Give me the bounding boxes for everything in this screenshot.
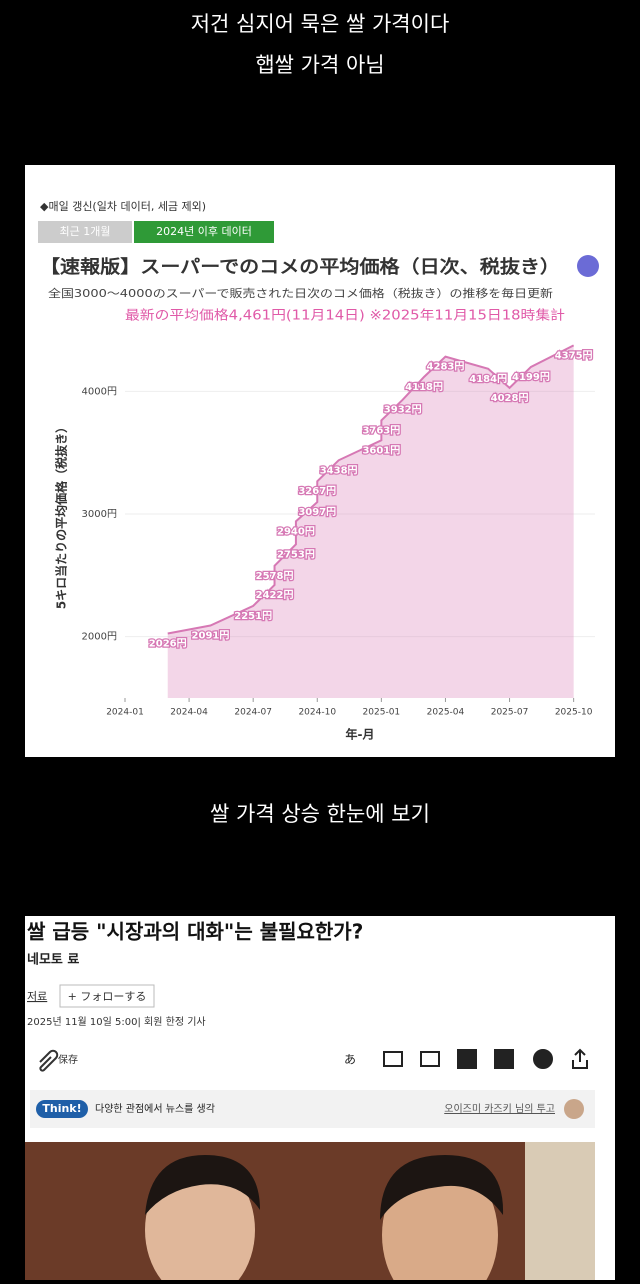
photo-wall xyxy=(525,1142,595,1280)
x-tick-label: 2024-01 xyxy=(106,708,144,718)
think-text: 다양한 관점에서 뉴스를 생각 xyxy=(95,1103,215,1115)
article-date: 2025년 11월 10일 5:00| 회원 한정 기사 xyxy=(27,1016,206,1028)
line xyxy=(167,344,575,635)
data-label: 2753円 xyxy=(277,548,315,560)
translate-icon[interactable]: あ xyxy=(344,1053,356,1067)
caption: 햅쌀 가격 아님 xyxy=(255,53,384,77)
data-label: 4375円 xyxy=(555,349,593,361)
chart-title: 【速報版】スーパーでのコメの平均価格（日次、税抜き） xyxy=(40,256,560,278)
data-label: 4199円 xyxy=(512,371,550,383)
data-label: 4184円 xyxy=(469,373,507,385)
data-label: 3932円 xyxy=(384,404,422,416)
caption: 저건 심지어 묵은 쌀 가격이다 xyxy=(191,12,450,36)
x-tick-label: 2024-10 xyxy=(298,708,336,718)
data-label: 3097円 xyxy=(298,506,336,518)
data-label: 3601円 xyxy=(362,444,400,456)
tab-label[interactable]: 2024년 이후 데이터 xyxy=(156,225,252,238)
tab[interactable] xyxy=(38,221,132,243)
chart-image xyxy=(25,165,615,757)
chart-note: ◆매일 갱신(일차 데이터, 세금 제외) xyxy=(40,199,206,213)
x-tick-label: 2025-10 xyxy=(555,708,593,718)
chart-highlight: 最新の平均価格4,461円(11月14日) ※2025年11月15日18時集計 xyxy=(125,308,565,324)
data-label: 4028円 xyxy=(491,392,529,404)
think-bar xyxy=(30,1090,595,1128)
data-label: 2026円 xyxy=(149,637,187,649)
data-label: 2578円 xyxy=(256,570,294,582)
y-tick-label: 2000円 xyxy=(82,632,117,643)
contributor-link[interactable]: 오이즈미 카즈키 님의 투고 xyxy=(444,1103,555,1115)
clip-icon[interactable] xyxy=(39,1049,59,1072)
data-label: 2422円 xyxy=(256,589,294,601)
share-icon[interactable] xyxy=(572,1048,588,1069)
x-axis-label: 年-月 xyxy=(346,727,375,742)
x-tick-label: 2024-07 xyxy=(234,708,272,718)
data-label: 4118円 xyxy=(405,381,443,393)
y-tick-label: 3000円 xyxy=(82,509,117,520)
mail-icon[interactable] xyxy=(420,1051,440,1067)
data-label: 4283円 xyxy=(427,361,465,373)
think-badge xyxy=(36,1100,88,1118)
n-icon[interactable] xyxy=(457,1049,477,1069)
x-tick-label: 2024-04 xyxy=(170,708,208,718)
area xyxy=(167,345,574,698)
data-label: 2251円 xyxy=(234,610,272,622)
author-link[interactable]: 저료 xyxy=(27,990,47,1003)
caption: 쌀 가격 상승 한눈에 보기 xyxy=(210,802,430,826)
chart-subtitle: 全国3000～4000のスーパーで販売された日次のコメ価格（税抜き）の推移を毎日… xyxy=(48,286,553,300)
avatar xyxy=(564,1099,584,1119)
data-label: 3763円 xyxy=(362,424,400,436)
logo xyxy=(577,255,599,277)
y-axis-label: 5キロ当たりの平均価格（税抜き） xyxy=(54,421,69,609)
toolbar: あ xyxy=(344,1048,588,1069)
x-icon[interactable] xyxy=(494,1049,514,1069)
facebook-icon[interactable] xyxy=(533,1049,553,1069)
save-label[interactable]: 保存 xyxy=(58,1053,78,1066)
y-tick-label: 4000円 xyxy=(82,386,117,397)
tab[interactable] xyxy=(134,221,274,243)
data-label: 2940円 xyxy=(277,525,315,537)
think-badge-label: Think! xyxy=(42,1102,81,1115)
data-label: 3438円 xyxy=(320,464,358,476)
data-label: 3267円 xyxy=(298,485,336,497)
tab-label[interactable]: 최근 1개월 xyxy=(60,225,111,238)
article-title: 쌀 급등 "시장과의 대화"는 불필요한가? xyxy=(27,920,363,944)
photo xyxy=(25,1142,595,1280)
photo-hair xyxy=(145,1155,260,1215)
follow-label[interactable]: + フォローする xyxy=(68,990,147,1003)
photo-hair xyxy=(380,1155,504,1220)
x-tick-label: 2025-01 xyxy=(363,708,401,718)
article-author: 네모토 료 xyxy=(27,952,79,968)
x-tick-label: 2025-07 xyxy=(491,708,529,718)
print-icon[interactable] xyxy=(383,1051,403,1067)
plot: 2000円 3000円 4000円 2024-01 2024-04 2024-07 2024… xyxy=(82,344,595,718)
follow-button[interactable] xyxy=(59,984,155,1008)
data-label: 2091円 xyxy=(192,630,230,642)
x-tick-label: 2025-04 xyxy=(427,708,465,718)
